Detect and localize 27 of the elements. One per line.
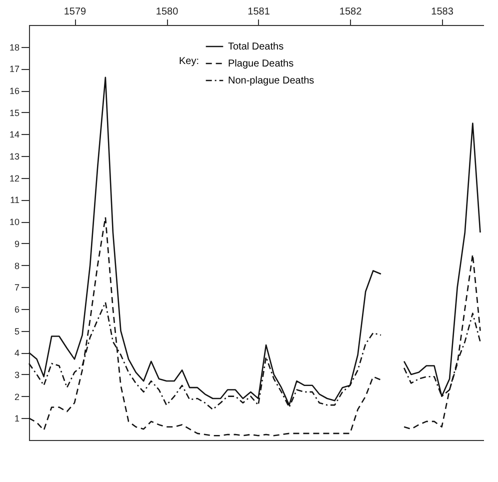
y-tick-label: 6 [14, 304, 20, 314]
y-tick-label: 16 [9, 86, 20, 96]
y-tick-label: 12 [9, 173, 20, 184]
y-tick-label: 1 [14, 414, 20, 424]
y-tick-label: 17 [9, 64, 20, 74]
y-tick-label: 10 [9, 217, 20, 228]
y-tick-label: 7 [14, 282, 20, 293]
y-tick-label: 8 [14, 260, 20, 271]
x-tick-label: 1581 [248, 6, 270, 18]
legend-label: Non-plague Deaths [228, 76, 314, 86]
x-tick-label: 1580 [156, 6, 179, 18]
y-tick-label: 13 [9, 152, 20, 162]
x-tick-label: 1582 [339, 6, 362, 18]
y-tick-label: 9 [14, 238, 20, 249]
legend-title: Key: [179, 56, 200, 67]
y-tick-label: 4 [14, 348, 20, 358]
x-tick-label: 1583 [431, 6, 454, 18]
y-tick-label: 18 [9, 42, 20, 52]
y-tick-label: 5 [14, 326, 20, 336]
y-tick-label: 3 [14, 370, 20, 380]
y-tick-label: 2 [14, 392, 20, 402]
legend-label: Plague Deaths [228, 58, 294, 70]
legend-label: Total Deaths [228, 42, 284, 52]
y-tick-label: 15 [9, 108, 20, 118]
x-tick-label: 1579 [64, 6, 87, 18]
y-tick-label: 11 [10, 195, 20, 206]
y-tick-label: 14 [9, 130, 20, 140]
